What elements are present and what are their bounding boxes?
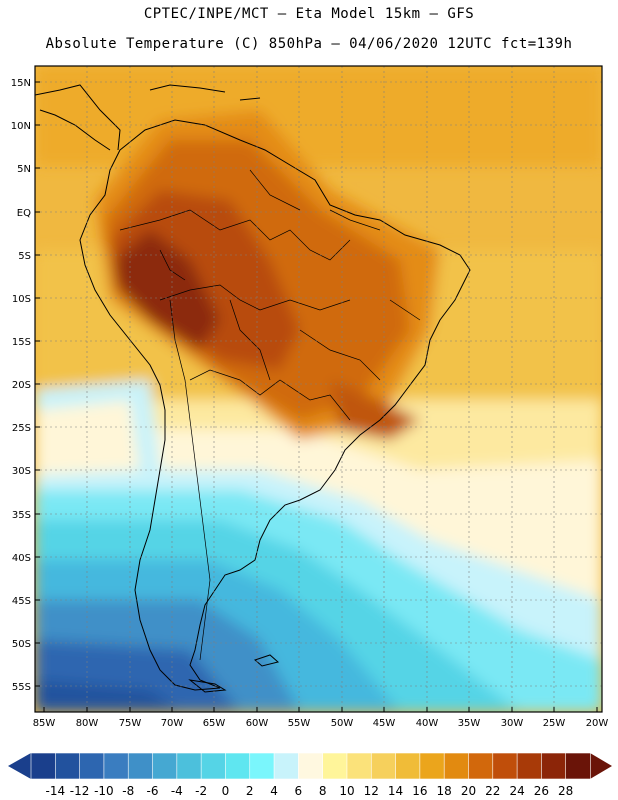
colorbar-label: 12 xyxy=(364,784,379,798)
lat-label: 15S xyxy=(12,337,31,348)
lon-label: 35W xyxy=(458,718,481,729)
colorbar-swatch xyxy=(468,752,494,780)
lon-label: 45W xyxy=(373,718,396,729)
colorbar-swatch xyxy=(54,752,81,780)
lon-label: 60W xyxy=(246,718,269,729)
lat-label: 20S xyxy=(12,380,31,391)
colorbar-label: 18 xyxy=(437,784,452,798)
colorbar-swatch xyxy=(176,752,202,780)
colorbar-label: 20 xyxy=(461,784,476,798)
colorbar-label: -12 xyxy=(70,784,90,798)
colorbar-swatch xyxy=(152,752,178,780)
lon-label: 50W xyxy=(331,718,354,729)
colorbar-swatch xyxy=(565,752,591,780)
colorbar-swatch xyxy=(516,752,542,780)
colorbar-label: 4 xyxy=(270,784,278,798)
colorbar-swatch xyxy=(322,752,348,780)
colorbar-label: -8 xyxy=(122,784,134,798)
lat-label: 30S xyxy=(12,466,31,477)
lon-label: 75W xyxy=(119,718,142,729)
tierra-del-fuego xyxy=(188,679,227,693)
lon-label: 70W xyxy=(161,718,184,729)
colorbar-swatch xyxy=(298,752,324,780)
colorbar-label: -2 xyxy=(195,784,207,798)
axis-ticks xyxy=(35,81,598,712)
lat-label: 15N xyxy=(11,78,31,89)
colorbar-low-arrow xyxy=(8,753,31,779)
map-title-line1: CPTEC/INPE/MCT – Eta Model 15km – GFS xyxy=(143,6,475,22)
colorbar: -14 -12 -10 -8 -6 -4 -2 0 2 4 6 8 10 12 14 16 18 20 22 24 26… xyxy=(8,752,612,798)
lon-label: 30W xyxy=(501,718,524,729)
colorbar-label: 6 xyxy=(295,784,303,798)
lon-label: 55W xyxy=(288,718,311,729)
colorbar-label: 26 xyxy=(534,784,549,798)
lat-label: 25S xyxy=(12,423,31,434)
colorbar-label: -10 xyxy=(94,784,114,798)
map-title-line2: Absolute Temperature (C) 850hPa – 04/06/… xyxy=(45,36,573,52)
caribbean-islands xyxy=(149,84,261,101)
colorbar-swatch xyxy=(346,752,372,780)
colorbar-label: 8 xyxy=(319,784,327,798)
colorbar-label: 10 xyxy=(339,784,354,798)
colorbar-swatch xyxy=(541,752,567,780)
lat-label: 45S xyxy=(12,596,31,607)
lon-label: 25W xyxy=(543,718,566,729)
lat-label: 55S xyxy=(12,682,31,693)
lon-label: 80W xyxy=(76,718,99,729)
colorbar-label: 2 xyxy=(246,784,254,798)
colorbar-swatch xyxy=(370,752,397,780)
colorbar-swatch xyxy=(273,752,299,780)
colorbar-swatch xyxy=(225,752,251,780)
lat-label: 40S xyxy=(12,553,31,564)
colorbar-swatch xyxy=(103,752,129,780)
colorbar-label: 0 xyxy=(222,784,230,798)
colorbar-swatch xyxy=(200,752,227,780)
lat-label: 5N xyxy=(17,164,31,175)
lat-label: 35S xyxy=(12,510,31,521)
colorbar-label: -6 xyxy=(147,784,159,798)
colorbar-swatch xyxy=(30,752,56,780)
south-america-coastline xyxy=(79,119,471,691)
colorbar-swatch xyxy=(492,752,518,780)
lat-label: 10S xyxy=(12,294,31,305)
lat-label: 10N xyxy=(11,121,31,132)
lon-label: 85W xyxy=(33,718,56,729)
colorbar-swatch xyxy=(79,752,105,780)
temperature-field xyxy=(35,66,602,712)
colorbar-label: 22 xyxy=(485,784,500,798)
colorbar-label: 16 xyxy=(412,784,427,798)
latitude-axis: 15N 10N 5N EQ 5S 10S 15S 20S 25S 30S 35S… xyxy=(11,78,31,693)
lon-label: 40W xyxy=(416,718,439,729)
lat-label: 50S xyxy=(12,639,31,650)
falklands xyxy=(254,654,280,667)
colorbar-label: -4 xyxy=(171,784,183,798)
colorbar-swatch xyxy=(127,752,154,780)
colorbar-swatch xyxy=(419,752,445,780)
colorbar-label: 14 xyxy=(388,784,403,798)
longitude-axis: 85W 80W 75W 70W 65W 60W 55W 50W 45W 40W … xyxy=(33,718,609,729)
lon-label: 65W xyxy=(203,718,226,729)
colorbar-swatch xyxy=(443,752,470,780)
colorbar-label: 28 xyxy=(558,784,573,798)
lat-label: 5S xyxy=(18,251,31,262)
colorbar-swatch xyxy=(249,752,275,780)
colorbar-label: 24 xyxy=(509,784,524,798)
lat-label: EQ xyxy=(17,208,31,219)
map-frame xyxy=(34,65,603,713)
colorbar-swatch xyxy=(395,752,421,780)
colorbar-label: -14 xyxy=(45,784,65,798)
lon-label: 20W xyxy=(586,718,609,729)
colorbar-high-arrow xyxy=(590,753,612,779)
